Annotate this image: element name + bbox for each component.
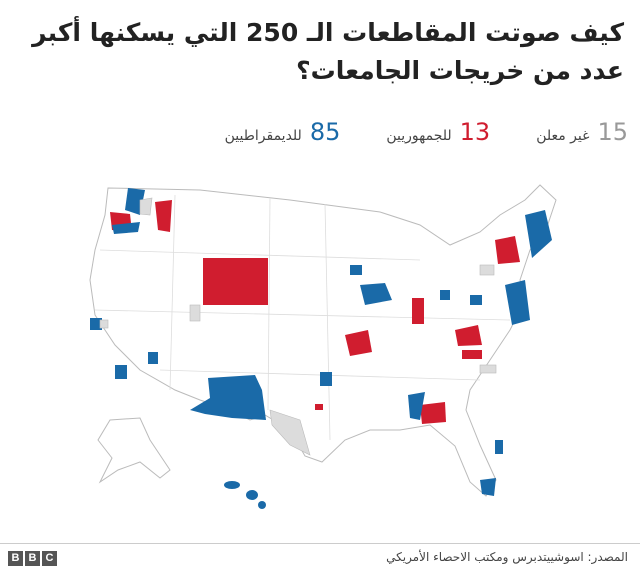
county [112,222,140,234]
county [258,501,266,509]
logo-letter: B [8,551,23,566]
county [408,392,425,420]
county [462,350,482,359]
county [455,325,482,346]
us-map [89,184,557,509]
undeclared-counties [99,197,497,456]
county [190,375,266,420]
state-line [169,194,176,391]
county [495,440,503,454]
county [440,290,450,300]
title: كيف صوتت المقاطعات الـ 250 التي يسكنها أ… [32,18,624,85]
county [495,236,520,264]
legend: 15 غير معلن 13 للجمهوريين 85 للديمقراطيين [8,118,628,146]
legend-count: 15 [597,118,628,146]
county [203,258,268,305]
state-line [324,203,331,441]
logo-letter: B [25,551,40,566]
legend-label: غير معلن [536,128,590,144]
legend-item: 15 غير معلن [536,118,628,146]
county [139,197,153,216]
logo-letter: C [42,551,57,566]
state-line [99,249,421,261]
county [315,404,323,410]
county [90,318,102,330]
legend-label: للديمقراطيين [224,128,302,144]
alaska [97,417,171,484]
county [420,402,446,424]
lower-48 [89,184,557,497]
county [224,481,240,489]
source: المصدر: اسوشييتدبرس ومكتب الاحصاء الأمري… [386,550,628,564]
legend-item: 13 للجمهوريين [386,118,490,146]
legend-item: 85 للديمقراطيين [225,118,341,146]
county [412,298,424,324]
county [525,210,552,258]
county [246,490,258,500]
county [155,200,172,232]
county [148,352,158,364]
county [189,304,201,322]
county [505,280,530,325]
county [269,409,311,456]
county [470,295,482,305]
county [350,265,362,275]
state-line [94,309,511,321]
legend-count: 13 [459,118,491,146]
county [479,264,495,276]
county [479,364,497,374]
county [320,372,332,386]
county [360,283,392,305]
state-line [267,197,271,411]
legend-label: للجمهوريين [386,128,452,144]
county [99,319,109,329]
county [115,365,127,379]
county [480,478,496,496]
county [345,330,372,356]
legend-count: 85 [309,118,341,146]
republican-counties [110,200,520,424]
